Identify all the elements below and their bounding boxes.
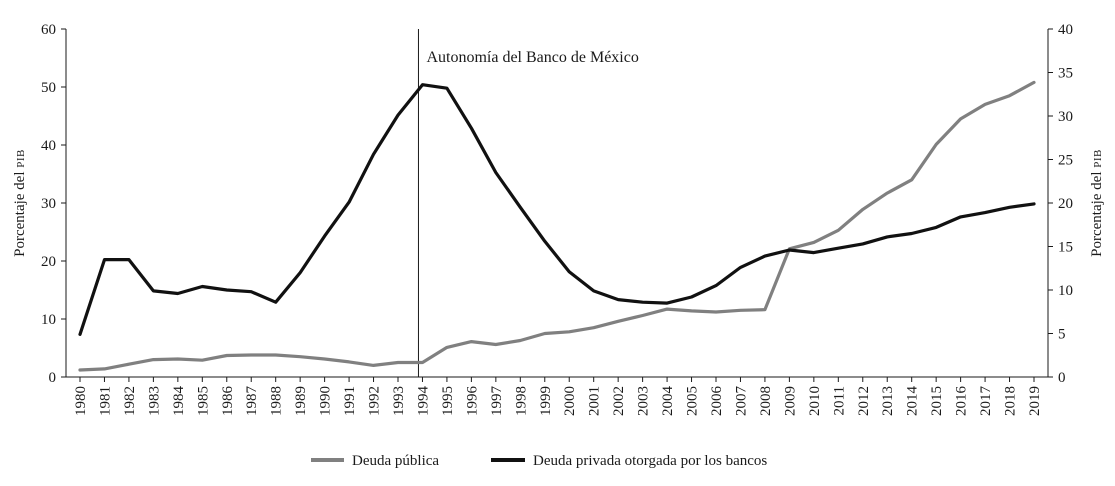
x-tick-label: 1993 (391, 386, 407, 416)
autonomy-annotation: Autonomía del Banco de México (426, 49, 638, 66)
x-tick-label: 2002 (611, 386, 627, 416)
x-tick-label: 1987 (244, 386, 260, 417)
legend: Deuda pública Deuda privada otorgada por… (311, 453, 767, 469)
y-axis-right-title-text: Porcentaje del (1089, 171, 1105, 256)
x-tick-label: 2010 (807, 386, 823, 416)
y-left-tick-label: 10 (41, 312, 56, 328)
y-right-tick-label: 40 (1058, 22, 1073, 38)
x-tick-label: 1988 (269, 386, 285, 416)
x-tick-label: 1986 (220, 386, 236, 417)
y-left-tick-label: 20 (41, 254, 56, 270)
series-line-private-debt (78, 83, 1036, 336)
x-tick-label: 1991 (342, 386, 358, 416)
legend-label-public-debt: Deuda pública (352, 453, 439, 469)
x-tick-label: 1984 (171, 386, 187, 417)
x-tick-label: 1983 (146, 386, 162, 416)
x-tick-label: 2019 (1027, 386, 1043, 416)
y-axis-right-title: Porcentaje del PIB (1089, 149, 1105, 257)
x-tick-label: 1996 (464, 386, 480, 417)
x-tick-label: 2001 (587, 386, 603, 416)
y-right-tick-label: 20 (1058, 196, 1073, 212)
y-left-tick-label: 60 (41, 22, 56, 38)
x-tick-label: 2006 (709, 386, 725, 417)
x-tick-label: 1980 (73, 386, 89, 416)
x-tick-label: 2011 (831, 386, 847, 415)
x-tick-label: 1999 (538, 386, 554, 416)
x-tick-label: 1998 (513, 386, 529, 416)
x-tick-label: 2014 (905, 386, 921, 417)
y-axis-right-title-unit: PIB (1092, 149, 1104, 168)
x-tick-label: 2013 (880, 386, 896, 416)
x-tick-label: 1989 (293, 386, 309, 416)
y-left-tick-label: 50 (41, 80, 56, 96)
x-tick-label: 1994 (415, 386, 431, 417)
x-tick-label: 2005 (685, 386, 701, 416)
x-tick-label: 2016 (954, 386, 970, 417)
y-left-tick-label: 40 (41, 138, 56, 154)
y-left-tick-label: 30 (41, 196, 56, 212)
x-tick-label: 1982 (122, 386, 138, 416)
x-tick-label: 2009 (782, 386, 798, 416)
x-tick-label: 1997 (489, 386, 505, 417)
x-tick-label: 2008 (758, 386, 774, 416)
y-right-tick-label: 15 (1058, 240, 1073, 256)
x-tick-label: 2003 (636, 386, 652, 416)
x-tick-label: 1992 (367, 386, 383, 416)
y-right-tick-label: 30 (1058, 109, 1073, 125)
y-axis-left-title-unit: PIB (15, 149, 27, 168)
y-right-tick-label: 5 (1058, 327, 1066, 343)
series-line-public-debt (78, 80, 1036, 372)
y-axis-left-title-text: Porcentaje del (12, 171, 28, 256)
y-axis-left-title: Porcentaje del PIB (12, 149, 28, 257)
y-left-tick-label: 0 (49, 370, 57, 386)
legend-label-private-debt: Deuda privada otorgada por los bancos (533, 453, 767, 469)
x-tick-label: 2000 (562, 386, 578, 416)
x-tick-label: 2004 (660, 386, 676, 417)
x-tick-label: 2012 (856, 386, 872, 416)
x-tick-label: 2015 (929, 386, 945, 416)
annotation-layer: Autonomía del Banco de México (417, 29, 639, 377)
x-tick-label: 1981 (97, 386, 113, 416)
x-tick-label: 2017 (978, 386, 994, 417)
x-tick-label: 1995 (440, 386, 456, 416)
axes: 0 10 20 30 40 50 60 0 5 10 15 20 25 30 35 40 1980 1981 198… (41, 22, 1073, 416)
x-tick-label: 1985 (195, 386, 211, 416)
y-right-tick-label: 35 (1058, 66, 1073, 82)
y-right-tick-label: 10 (1058, 283, 1073, 299)
x-tick-label: 1990 (318, 386, 334, 416)
y-right-tick-label: 0 (1058, 370, 1066, 386)
series-layer (78, 80, 1036, 372)
x-tick-label: 2018 (1003, 386, 1019, 416)
y-right-tick-label: 25 (1058, 153, 1073, 169)
x-tick-label: 2007 (733, 386, 749, 417)
